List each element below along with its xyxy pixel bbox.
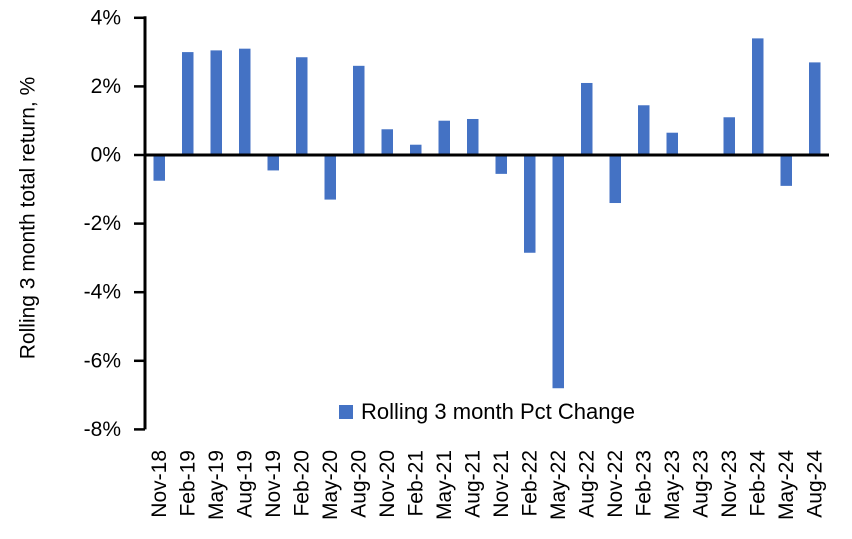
bar-Feb-22 <box>524 155 536 253</box>
x-tick-label-Feb-22: Feb-22 <box>518 450 541 517</box>
x-tick-label-Feb-20: Feb-20 <box>290 450 313 517</box>
bar-May-24 <box>780 155 792 186</box>
bar-May-22 <box>552 155 564 389</box>
x-tick-label-Aug-23: Aug-23 <box>689 450 712 518</box>
y-tick-label--6%: -6% <box>84 349 121 372</box>
y-tick-label--4%: -4% <box>84 281 121 304</box>
x-tick-label-Feb-19: Feb-19 <box>176 450 199 517</box>
bar-Feb-23 <box>638 105 650 155</box>
bar-Nov-20 <box>381 129 393 155</box>
x-tick-label-Nov-20: Nov-20 <box>376 450 399 518</box>
bar-Nov-23 <box>723 117 735 155</box>
bar-Aug-21 <box>467 118 479 155</box>
bar-Feb-20 <box>296 57 308 156</box>
x-tick-label-Nov-19: Nov-19 <box>262 450 285 518</box>
bar-Nov-22 <box>609 155 621 204</box>
x-tick-label-May-22: May-22 <box>547 450 570 520</box>
x-tick-label-May-19: May-19 <box>205 450 228 520</box>
bar-May-23 <box>666 132 678 155</box>
bar-Aug-20 <box>353 65 365 155</box>
x-tick-label-Aug-22: Aug-22 <box>575 450 598 518</box>
y-tick-label-2%: 2% <box>91 75 121 98</box>
bar-Nov-19 <box>267 155 279 171</box>
x-tick-label-Nov-21: Nov-21 <box>490 450 513 518</box>
bar-Nov-18 <box>153 155 165 181</box>
x-tick-label-May-24: May-24 <box>775 450 798 520</box>
bar-May-19 <box>210 50 222 156</box>
x-tick-label-Feb-23: Feb-23 <box>632 450 655 517</box>
bar-Aug-24 <box>809 62 821 155</box>
x-tick-label-Nov-23: Nov-23 <box>718 450 741 518</box>
x-tick-label-Aug-24: Aug-24 <box>803 450 826 518</box>
x-tick-label-Feb-21: Feb-21 <box>404 450 427 517</box>
x-tick-label-Aug-21: Aug-21 <box>461 450 484 518</box>
bar-May-20 <box>324 155 336 200</box>
bar-Feb-21 <box>410 144 422 155</box>
bar-Nov-21 <box>495 155 507 174</box>
y-tick-label--2%: -2% <box>84 212 121 235</box>
x-tick-label-Nov-18: Nov-18 <box>148 450 171 518</box>
bar-May-21 <box>438 120 450 155</box>
x-tick-label-May-21: May-21 <box>433 450 456 520</box>
x-tick-label-Aug-19: Aug-19 <box>233 450 256 518</box>
x-tick-label-Feb-24: Feb-24 <box>746 450 769 517</box>
y-tick-label-0%: 0% <box>91 144 121 167</box>
x-tick-label-Aug-20: Aug-20 <box>347 450 370 518</box>
bar-Aug-19 <box>239 48 251 155</box>
y-tick-label--8%: -8% <box>84 418 121 441</box>
bar-Aug-22 <box>581 82 593 155</box>
x-tick-label-May-20: May-20 <box>319 450 342 520</box>
y-tick-label-4%: 4% <box>91 6 121 29</box>
bar-Feb-24 <box>752 38 764 155</box>
x-tick-label-May-23: May-23 <box>661 450 684 520</box>
y-axis-title: Rolling 3 month total return, % <box>17 77 40 359</box>
legend: Rolling 3 month Pct Change <box>145 401 829 423</box>
legend-swatch-icon <box>339 405 354 419</box>
legend-label: Rolling 3 month Pct Change <box>361 399 635 424</box>
bar-Feb-19 <box>182 52 194 155</box>
x-tick-label-Nov-22: Nov-22 <box>604 450 627 518</box>
